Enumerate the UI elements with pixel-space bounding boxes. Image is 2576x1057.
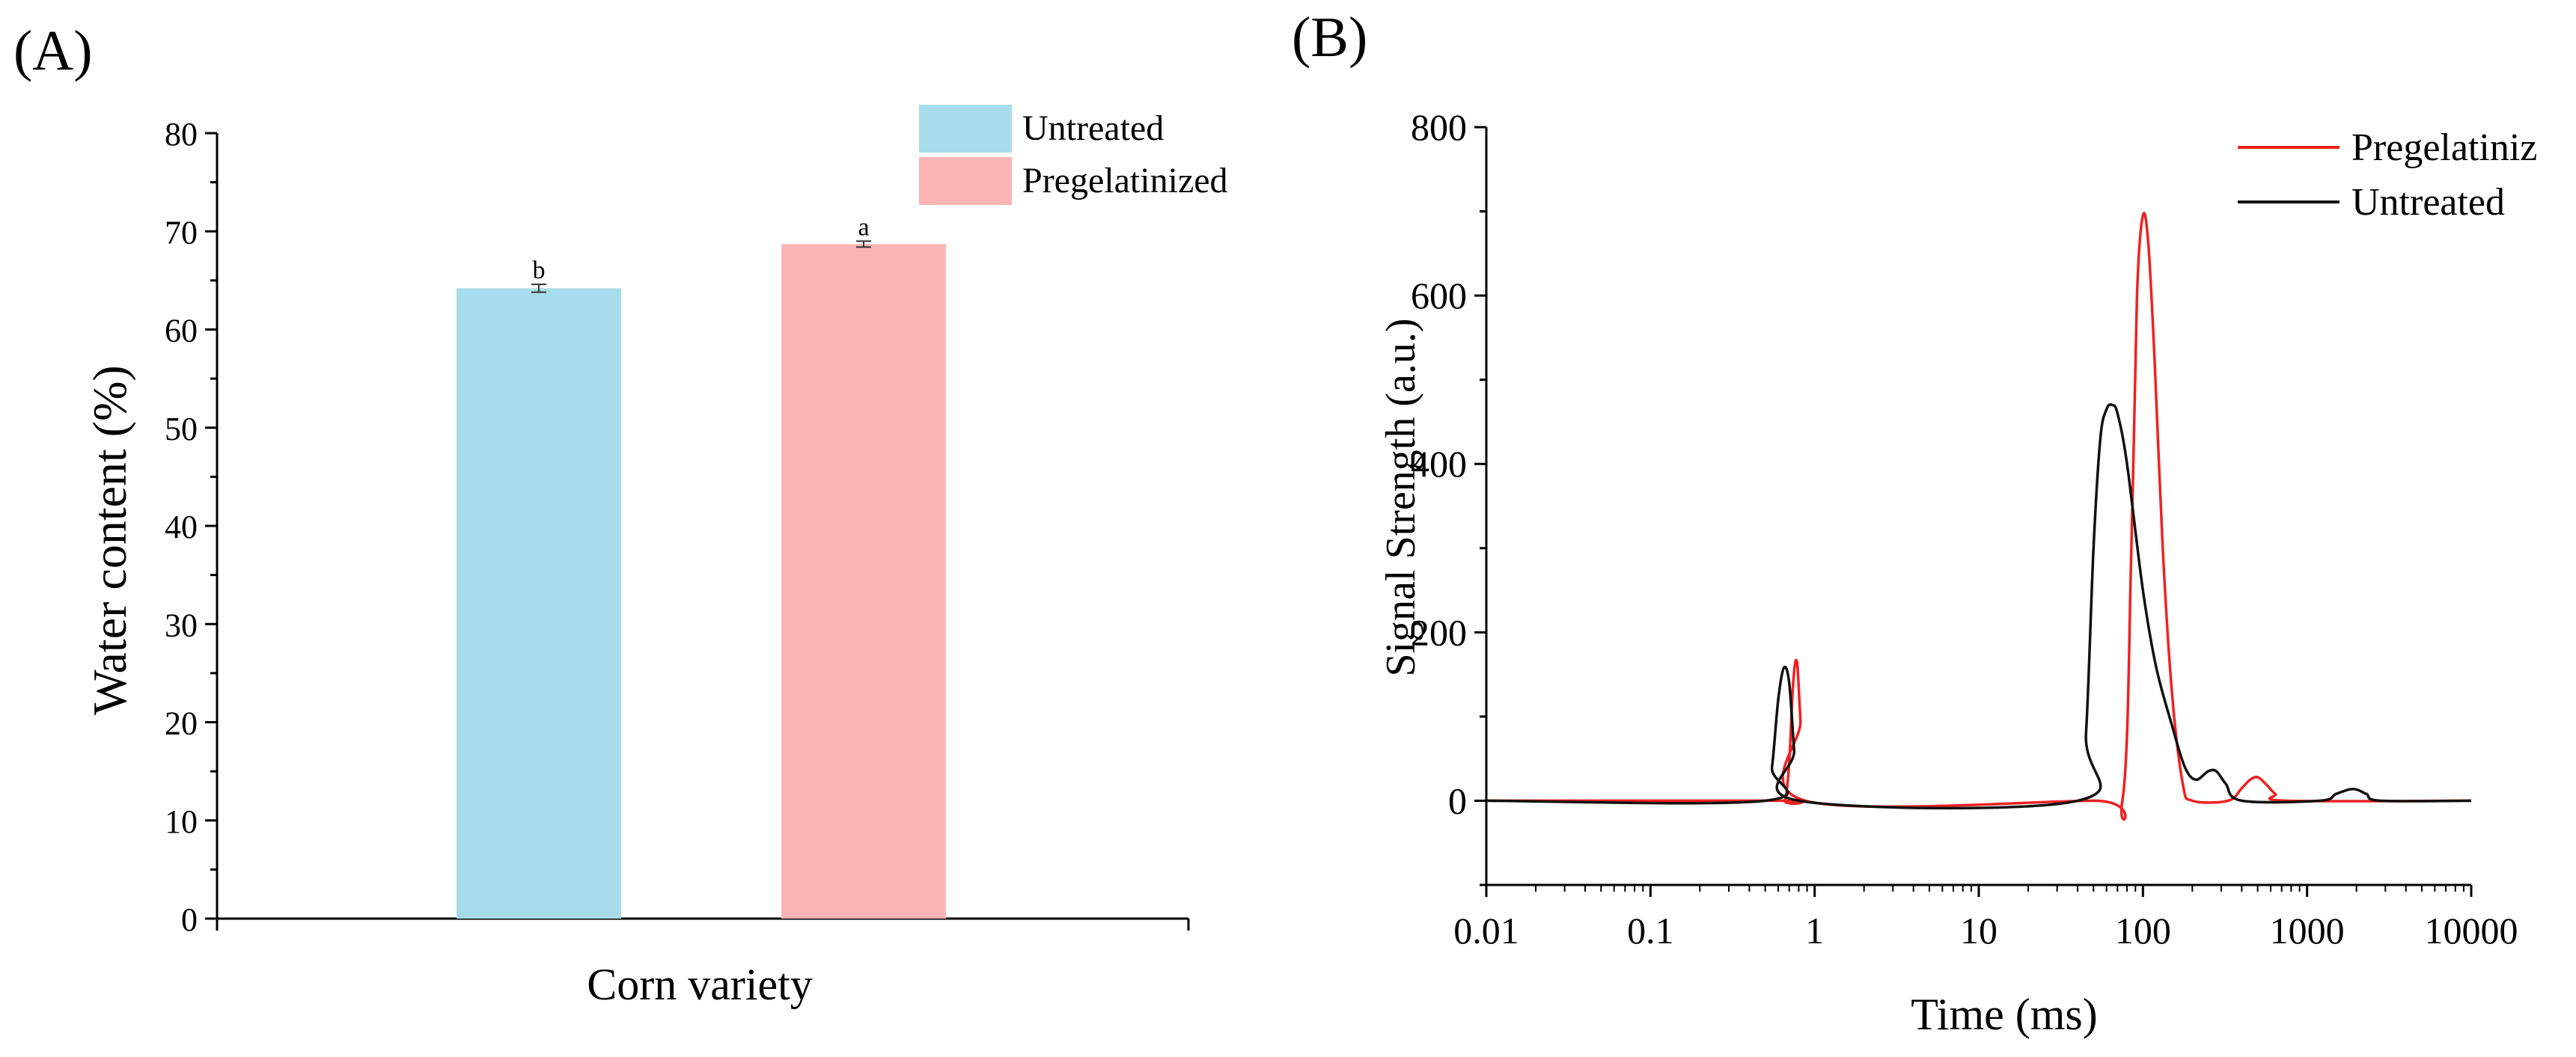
b-lines (1486, 212, 2472, 821)
a-y-tick-label: 20 (165, 705, 198, 742)
a-significance-letter: a (858, 213, 869, 241)
b-x-tick-label: 10000 (2425, 910, 2518, 952)
a-y-tick-label: 0 (181, 901, 198, 938)
a-y-tick-label: 40 (165, 509, 198, 545)
panel-b-label: (B) (1292, 6, 1367, 69)
b-x-axis-title: Time (ms) (1911, 990, 2098, 1039)
a-bar-untreated (457, 288, 621, 919)
b-x-tick-label: 0.1 (1627, 910, 1674, 952)
b-x-tick-label: 1000 (2270, 910, 2345, 952)
b-y-tick-label: 200 (1411, 611, 1467, 653)
b-series-line-untreated (1486, 403, 2472, 810)
b-y-tick-label: 0 (1448, 779, 1467, 821)
a-bars: ba (457, 213, 946, 919)
a-legend-swatch (919, 105, 1012, 153)
a-x-axis-title: Corn variety (587, 960, 813, 1009)
b-x-tick-label: 1 (1805, 910, 1824, 952)
a-legend: Untreated Pregelatinized (919, 105, 1228, 205)
b-legend: Pregelatiniz Untreated (2238, 126, 2537, 224)
a-y-tick-label: 50 (165, 411, 198, 447)
a-legend-label: Untreated (1022, 108, 1164, 148)
a-y-tick-label: 30 (165, 607, 198, 643)
b-x-axis: 0.01 0.1 1 10 100 1000 10000 (1453, 883, 2518, 952)
b-series-line-pregelatinized (1486, 212, 2472, 821)
a-y-tick-label: 70 (165, 214, 198, 251)
b-legend-label: Untreated (2351, 181, 2505, 224)
a-significance-letter: b (533, 257, 546, 284)
b-x-tick-label: 0.01 (1453, 910, 1519, 952)
a-y-tick-label: 80 (165, 116, 198, 153)
a-y-axis-title: Water content (%) (83, 365, 136, 715)
a-x-axis (216, 917, 1190, 931)
a-y-axis: 0 10 20 30 40 50 60 70 80 (165, 116, 219, 938)
panel-a-label: (A) (13, 19, 93, 82)
a-y-tick-label: 10 (165, 803, 198, 840)
b-x-tick-label: 10 (1960, 910, 1997, 952)
b-y-axis: 0 200 400 600 800 (1411, 106, 1488, 886)
a-bar-pregelatinized (781, 244, 946, 919)
b-y-tick-label: 400 (1411, 443, 1467, 485)
a-legend-swatch (919, 157, 1012, 205)
b-y-axis-title: Signal Strength (a.u.) (1378, 318, 1424, 676)
panel-b: (B) 0 200 400 600 800 0.01 0.1 1 10 100 1000 10000… (1292, 6, 2537, 1039)
a-legend-label: Pregelatinized (1022, 161, 1228, 200)
a-y-tick-label: 60 (165, 313, 198, 349)
b-y-tick-label: 800 (1411, 106, 1467, 148)
b-x-tick-label: 100 (2115, 910, 2171, 952)
b-y-tick-label: 600 (1411, 275, 1467, 316)
b-legend-label: Pregelatiniz (2351, 126, 2537, 169)
